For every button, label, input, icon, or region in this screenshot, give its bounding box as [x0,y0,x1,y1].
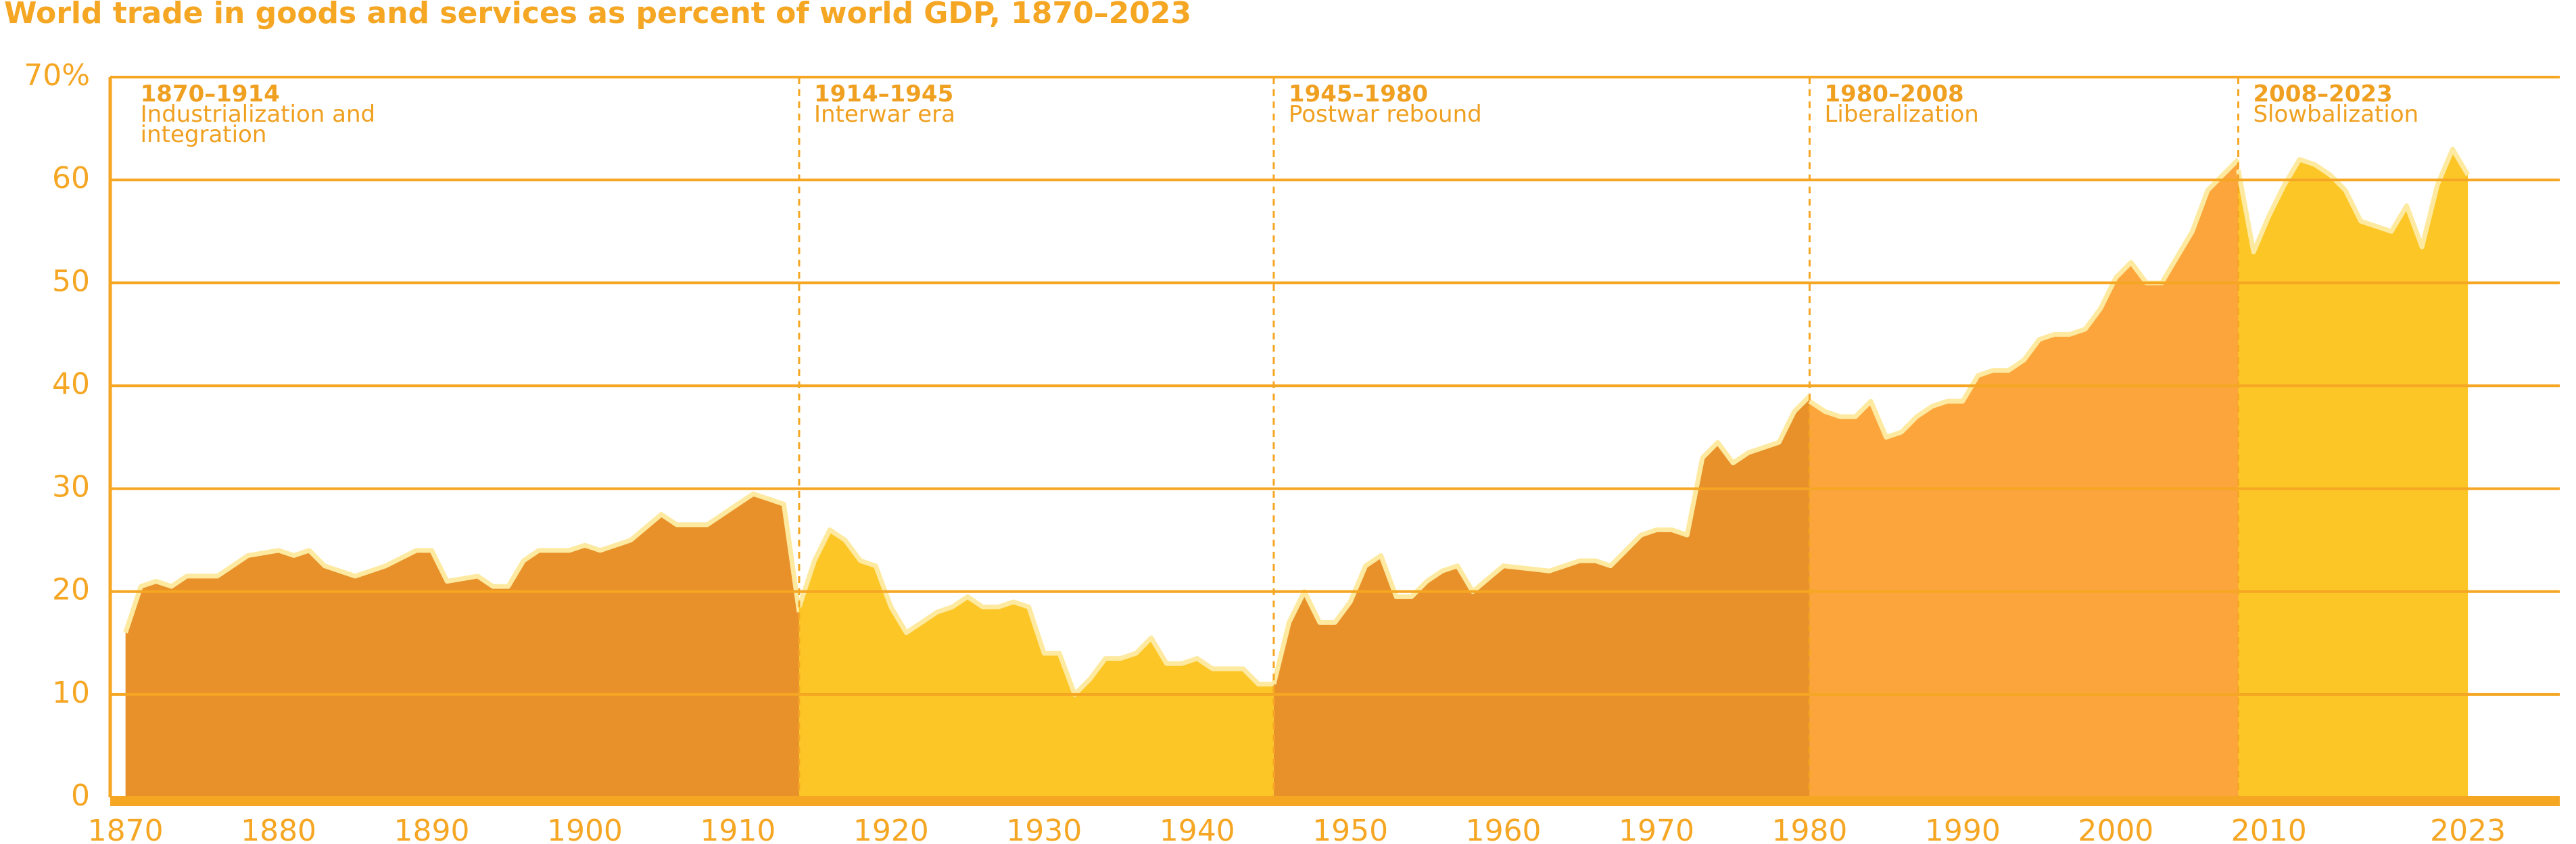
areas [123,147,2471,797]
x-tick-label: 1930 [1006,814,1082,844]
x-tick-label: 1920 [853,814,929,844]
era-name: 2008–2023 [2253,80,2393,108]
grid: 0 10 20 30 40 50 60 70% 1870 1880 1890 1900 1910 1920… [24,58,2560,844]
x-tick-label: 1990 [1925,814,2001,844]
area-outline [1271,394,1811,685]
y-tick-label: 20 [52,573,90,607]
era-name: 1914–1945 [813,80,954,108]
area [125,494,799,797]
y-tick-label: 10 [52,676,90,710]
area [1809,159,2239,797]
era-label: 1870–1914 Industrialization and integrati… [140,80,492,148]
area-outline [123,491,802,634]
x-tick-label: 1940 [1160,814,1235,844]
era-label: 2008–2023 Slowbalization [2253,80,2576,126]
era-label: 1945–1980 Postwar rebound [1288,80,1640,126]
era-description: Slowbalization [2253,101,2419,128]
era-label: 1980–2008 Liberalization [1824,80,2176,126]
x-tick-label: 2023 [2430,814,2506,844]
y-tick-label: 60 [52,161,90,195]
area [2238,149,2468,797]
y-tick-label: 50 [52,264,90,298]
era-label: 1914–1945 Interwar era [813,80,1166,126]
x-tick-label: 1960 [1466,814,1542,844]
x-tick-label: 2000 [2078,814,2153,844]
x-tick-label: 1900 [547,814,623,844]
area [1273,396,1810,797]
y-tick-label: 70% [24,58,90,93]
area [798,530,1274,797]
era-description: Interwar era [813,101,955,128]
y-tick-label: 40 [52,367,90,401]
x-tick-label: 1910 [700,814,776,844]
era-name: 1870–1914 [140,80,280,108]
x-tick-label: 1970 [1619,814,1694,844]
x-tick-label: 1880 [241,814,316,844]
era-description: Industrialization and integration [140,101,376,148]
chart-title: World trade in goods and services as per… [4,0,1191,30]
baseline [110,796,2560,806]
x-tick-label: 1950 [1312,814,1388,844]
area-outline [1808,158,2240,440]
y-tick-label: 30 [52,470,90,505]
area-outline [796,527,1274,697]
era-description: Liberalization [1824,101,1979,128]
area-outline [2236,147,2471,255]
era-name: 1980–2008 [1824,80,1964,108]
y-tick-label: 0 [71,778,90,813]
era-name: 1945–1980 [1288,80,1429,108]
x-tick-label: 2010 [2231,814,2307,844]
x-tick-label: 1870 [88,814,164,844]
x-tick-label: 1890 [394,814,470,844]
era-description: Postwar rebound [1288,101,1482,128]
x-tick-label: 1980 [1771,814,1847,844]
